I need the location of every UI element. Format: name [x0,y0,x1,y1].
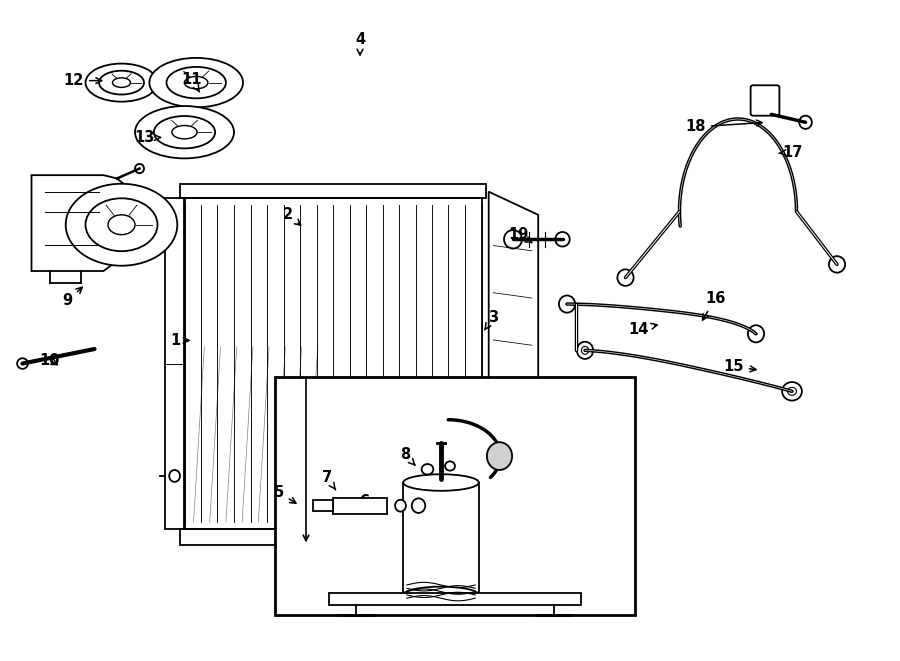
Text: 8: 8 [400,447,415,465]
Bar [184,198,482,529]
Bar [274,377,634,615]
Text: 1: 1 [170,333,189,348]
Bar [328,593,580,605]
Ellipse shape [617,270,634,286]
Text: 5: 5 [274,485,296,503]
Text: 3: 3 [484,310,499,330]
Text: 7: 7 [321,470,336,490]
Ellipse shape [577,342,593,359]
Text: 2: 2 [283,208,301,225]
Ellipse shape [169,470,180,482]
Ellipse shape [829,256,845,272]
Ellipse shape [66,184,177,266]
Text: 9: 9 [62,288,82,308]
Bar [313,500,333,511]
Bar [165,198,184,529]
Text: 11: 11 [182,72,202,92]
Ellipse shape [782,382,802,401]
Text: 14: 14 [629,322,657,336]
Ellipse shape [135,106,234,159]
Ellipse shape [748,325,764,342]
Ellipse shape [149,58,243,107]
Ellipse shape [395,500,406,512]
Bar [403,483,479,595]
Ellipse shape [403,475,479,490]
Ellipse shape [799,116,812,129]
Ellipse shape [559,295,575,313]
Ellipse shape [487,442,512,470]
Bar [333,498,387,514]
Text: 4: 4 [355,32,365,55]
Bar [180,529,486,545]
Ellipse shape [17,358,28,369]
FancyBboxPatch shape [751,85,779,116]
Text: 10: 10 [40,353,59,368]
Text: 15: 15 [724,360,756,374]
Text: 17: 17 [779,145,802,159]
Polygon shape [32,175,133,271]
Text: 19: 19 [508,227,532,243]
Ellipse shape [86,63,158,102]
Ellipse shape [403,587,479,603]
Text: 13: 13 [134,130,160,145]
Ellipse shape [504,230,522,249]
Text: 16: 16 [703,292,725,320]
Text: 18: 18 [686,120,762,134]
Text: 12: 12 [64,73,102,88]
Ellipse shape [135,164,144,173]
Bar [180,184,486,198]
Text: 6: 6 [359,494,379,513]
Ellipse shape [555,232,570,247]
